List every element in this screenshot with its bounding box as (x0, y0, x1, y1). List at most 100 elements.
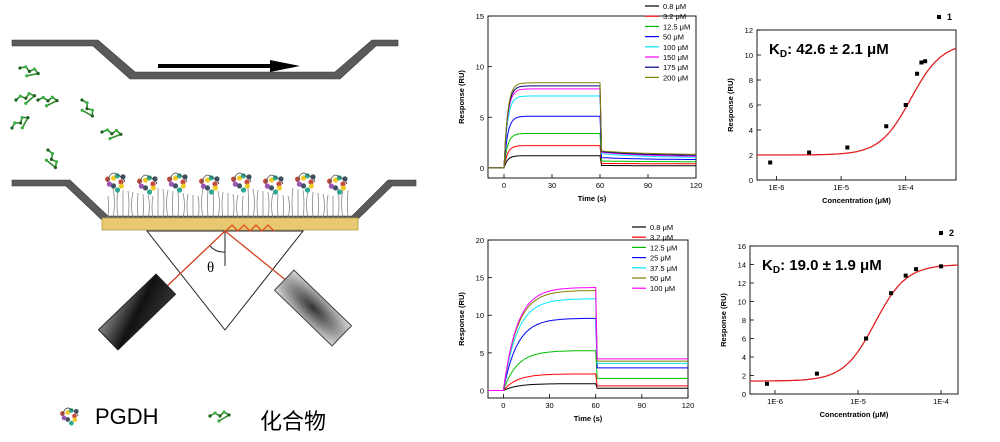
compound-atom (46, 99, 50, 103)
compound-atom (80, 108, 84, 112)
plasmon-wave (225, 224, 275, 232)
linker-chain (312, 191, 314, 219)
protein-domain (114, 187, 121, 193)
protein-domain (300, 175, 307, 181)
compound-atom (222, 410, 226, 414)
legend-compound-icon (208, 410, 231, 423)
linker-chain (306, 190, 309, 219)
data-point (939, 264, 944, 269)
protein-domain (240, 187, 247, 193)
x-tick-label: 120 (682, 401, 695, 410)
protein-domain (276, 185, 282, 191)
protein-domain (342, 176, 348, 182)
protein-domain (240, 173, 246, 179)
protein-backbone (168, 172, 188, 183)
compound-atom (90, 114, 94, 118)
data-point (814, 371, 819, 376)
compound-atom (44, 104, 49, 108)
linker-chain (166, 189, 169, 219)
linker-chain (116, 188, 119, 219)
y-axis-label: Response (RU) (457, 292, 466, 346)
protein-domain (204, 185, 211, 191)
legend-protein-icon (60, 407, 79, 426)
y-tick-label: 8 (749, 76, 753, 85)
legend-label: 50 μM (663, 33, 684, 42)
series-line (488, 85, 696, 169)
y-tick-label: 12 (745, 26, 753, 35)
x-tick-label: 1E-4 (933, 397, 949, 406)
protein-domain (176, 173, 182, 179)
linker-chain (221, 191, 224, 219)
series-line (488, 298, 688, 391)
compound-atom (227, 413, 231, 417)
linker-chain (131, 191, 134, 219)
linker-chain (256, 189, 259, 219)
protein-domain (212, 185, 218, 191)
protein-domain (340, 181, 346, 187)
compound-atom (90, 108, 95, 112)
x-tick-label: 1E-6 (767, 397, 783, 406)
data-point (919, 60, 924, 65)
compound-atom (24, 65, 28, 69)
series-line (488, 88, 696, 169)
legend-protein-label: PGDH (95, 404, 159, 429)
x-tick-label: 60 (596, 181, 604, 190)
y-tick-label: 5 (480, 349, 484, 358)
series-line (488, 317, 688, 391)
compound-atom (108, 136, 112, 141)
protein-backbone (106, 172, 126, 183)
linker-chain (322, 193, 325, 219)
data-point (923, 59, 928, 64)
protein-domain (204, 177, 211, 183)
y-tick-label: 2 (749, 151, 753, 160)
x-axis-label: Time (s) (574, 414, 603, 423)
legend-label: 200 μM (663, 73, 688, 82)
x-tick-label: 60 (592, 401, 600, 410)
plot-frame (487, 15, 697, 179)
protein-domain (106, 181, 113, 187)
protein-domain (272, 175, 278, 181)
protein-domain (236, 183, 243, 189)
compound-icon (10, 115, 30, 130)
x-tick-label: 1E-6 (769, 183, 785, 192)
protein-domain (180, 179, 186, 185)
compound-atom (32, 67, 37, 71)
compound-icon (100, 128, 123, 141)
compound-atom (20, 115, 24, 120)
compound-icon (18, 65, 40, 78)
compound-atom (46, 148, 50, 152)
x-tick-label: 120 (690, 181, 703, 190)
kd-symbol: K (769, 41, 780, 58)
legend-label: 175 μM (663, 63, 688, 72)
spr-schematic: θ (10, 39, 417, 426)
linker-chain (326, 194, 329, 219)
protein-domain (150, 185, 156, 191)
linker-chain (252, 188, 255, 219)
protein-domain (236, 175, 243, 181)
light-source-icon (97, 273, 177, 351)
protein-backbone (138, 174, 158, 185)
flow-arrow-icon (158, 60, 300, 72)
protein-domain (120, 174, 126, 180)
protein-domain (244, 183, 250, 189)
y-tick-label: 16 (738, 242, 746, 251)
y-tick-label: 20 (476, 236, 484, 245)
data-point (903, 103, 908, 107)
compound-atom (55, 99, 59, 103)
y-tick-label: 10 (738, 298, 746, 307)
kd-symbol: K (762, 257, 773, 274)
protein-domain (65, 410, 71, 415)
legend-label: 2 (949, 228, 954, 238)
protein-domain (110, 183, 117, 189)
legend-label: 25 μM (650, 254, 671, 263)
y-tick-label: 12 (738, 279, 746, 288)
compound-atom (213, 411, 217, 415)
incident-beam (162, 230, 226, 291)
y-tick-label: 4 (749, 126, 753, 135)
kd-annotation: KD: 19.0 ± 1.9 μM (762, 257, 882, 276)
compound-atom (218, 414, 222, 418)
linker-chain (232, 193, 235, 219)
linker-chain (267, 191, 270, 219)
data-point (884, 124, 889, 129)
fit-curve (750, 264, 958, 382)
